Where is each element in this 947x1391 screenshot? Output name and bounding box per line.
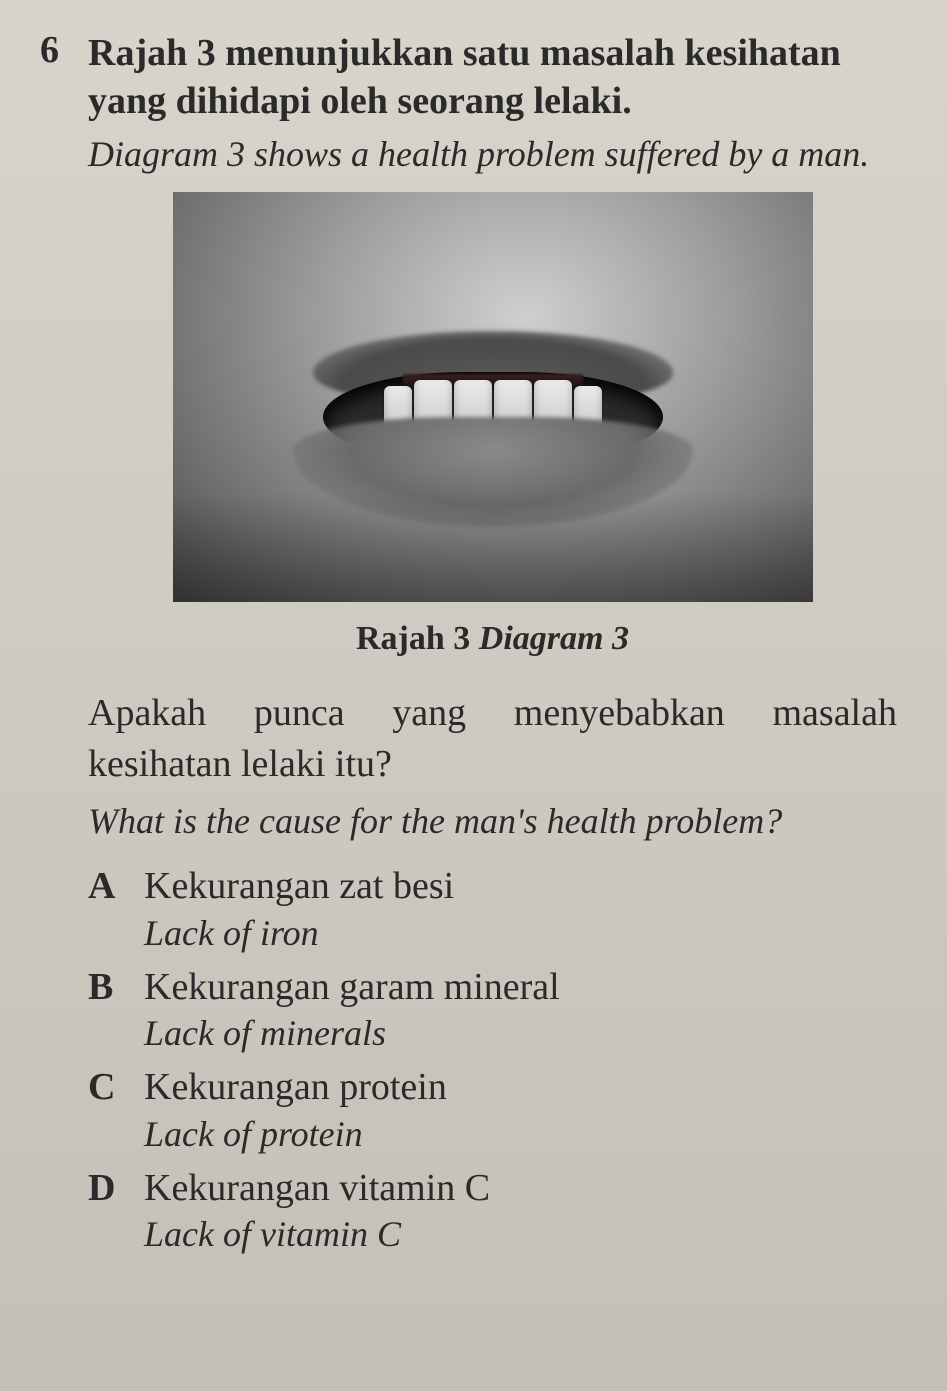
caption-malay: Rajah 3 — [356, 620, 470, 657]
option-body: Kekurangan protein Lack of protein — [144, 1064, 897, 1163]
stem-malay: Rajah 3 menunjukkan satu masalah kesihat… — [88, 30, 897, 125]
stem-english: Diagram 3 shows a health problem suffere… — [88, 131, 897, 178]
figure-container — [88, 192, 897, 602]
option-a[interactable]: A Kekurangan zat besi Lack of iron — [88, 863, 897, 962]
option-b[interactable]: B Kekurangan garam mineral Lack of miner… — [88, 964, 897, 1063]
option-body: Kekurangan zat besi Lack of iron — [144, 863, 897, 962]
option-text-malay: Kekurangan zat besi — [144, 863, 897, 911]
option-letter: B — [88, 964, 122, 1063]
figure-caption: Rajah 3 Diagram 3 — [88, 620, 897, 658]
option-c[interactable]: C Kekurangan protein Lack of protein — [88, 1064, 897, 1163]
option-d[interactable]: D Kekurangan vitamin C Lack of vitamin C — [88, 1165, 897, 1264]
question-number: 6 — [40, 30, 70, 1265]
option-letter: D — [88, 1165, 122, 1264]
options-list: A Kekurangan zat besi Lack of iron B Kek… — [88, 863, 897, 1263]
question-content: Rajah 3 menunjukkan satu masalah kesihat… — [88, 30, 897, 1265]
option-text-english: Lack of protein — [144, 1112, 897, 1157]
option-letter: A — [88, 863, 122, 962]
option-text-malay: Kekurangan protein — [144, 1064, 897, 1112]
question-block: 6 Rajah 3 menunjukkan satu masalah kesih… — [40, 30, 897, 1265]
option-letter: C — [88, 1064, 122, 1163]
diagram-3-photo — [173, 192, 813, 602]
option-text-english: Lack of iron — [144, 911, 897, 956]
option-text-english: Lack of vitamin C — [144, 1212, 897, 1257]
prompt-malay: Apakah punca yang menyebabkan masalah ke… — [88, 688, 897, 791]
prompt-english: What is the cause for the man's health p… — [88, 798, 897, 845]
option-text-malay: Kekurangan garam mineral — [144, 964, 897, 1012]
caption-english: Diagram 3 — [479, 620, 629, 657]
option-body: Kekurangan vitamin C Lack of vitamin C — [144, 1165, 897, 1264]
option-text-english: Lack of minerals — [144, 1011, 897, 1056]
option-body: Kekurangan garam mineral Lack of mineral… — [144, 964, 897, 1063]
photo-chin-shadow — [173, 492, 813, 602]
option-text-malay: Kekurangan vitamin C — [144, 1165, 897, 1213]
